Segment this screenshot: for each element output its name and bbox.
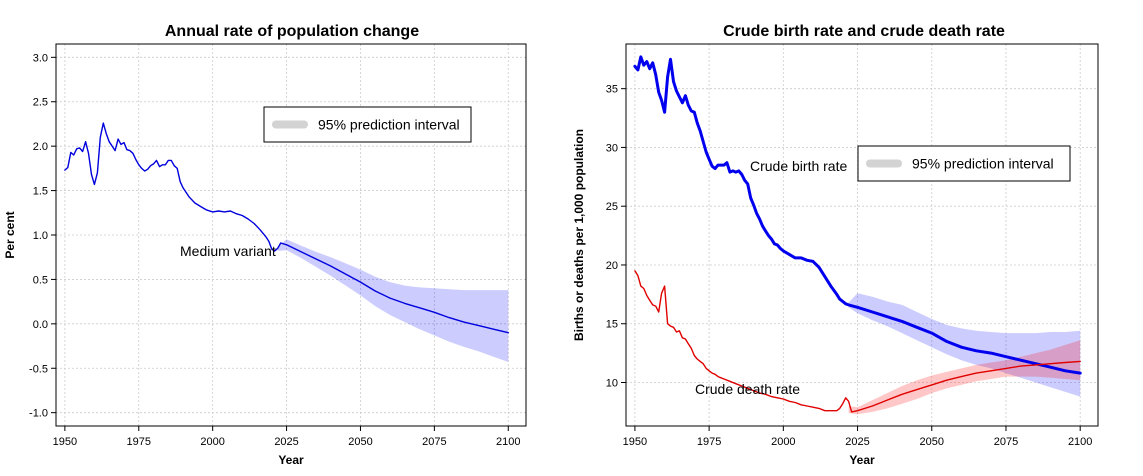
plot-frame [625,43,1099,427]
y-tick-label: 1.5 [33,186,48,198]
population-change-chart: 1950 1975 2000 2025 2050 2075 2100 -1.0 -0.5 0.0 0… [3,23,527,467]
annotation-label: Medium variant [180,243,276,259]
y-tick-label: 15 [606,319,618,331]
x-tick-label: 2000 [771,436,795,448]
chart-title: Annual rate of population change [165,23,419,40]
x-tick-label: 2050 [920,436,944,448]
legend-box [263,106,472,143]
series-line [634,270,1081,413]
legend-label: 95% prediction interval [912,156,1054,172]
y-tick-label: 2.5 [33,97,48,109]
prediction-interval-band [277,239,509,362]
y-tick-label: 2.0 [33,141,48,153]
birth-death-rate-chart: 1950 1975 2000 2025 2050 2075 2100101520253035… [572,23,1099,467]
y-tick-label: 20 [606,260,618,272]
chart-title: Crude birth rate and crude death rate [723,23,1005,40]
y-tick-label: 0.0 [33,319,48,331]
y-tick-label: -0.5 [29,363,48,375]
x-axis-label: Year [849,453,875,467]
y-tick-label: 0.5 [33,274,48,286]
series-line [64,122,509,334]
y-tick-label: 25 [606,201,618,213]
x-tick-label: 1950 [623,436,647,448]
legend-label: 95% prediction interval [318,117,460,133]
x-tick-label: 2050 [348,436,372,448]
y-axis-label: Per cent [3,211,17,258]
series-line [633,55,1082,375]
legend: 95% prediction interval [263,106,472,143]
y-tick-label: 10 [606,378,618,390]
y-tick-label: 1.0 [33,230,48,242]
y-tick-label: 30 [606,142,618,154]
x-tick-label: 1950 [53,436,77,448]
x-axis-label: Year [278,453,304,467]
x-tick-label: 2075 [994,436,1018,448]
prediction-interval-band [848,293,1081,397]
plot-frame [55,43,527,427]
x-tick-label: 2100 [496,436,520,448]
x-tick-label: 2025 [274,436,298,448]
x-tick-label: 1975 [127,436,151,448]
x-tick-label: 1975 [697,436,721,448]
y-axis-label: Births or deaths per 1,000 population [572,129,586,341]
y-tick-label: 3.0 [33,52,48,64]
x-tick-label: 2025 [845,436,869,448]
annotation-label: Crude death rate [695,381,800,397]
x-tick-label: 2000 [200,436,224,448]
annotation-label: Crude birth rate [750,158,847,174]
x-tick-label: 2100 [1068,436,1092,448]
y-tick-label: 35 [606,84,618,96]
legend: 95% prediction interval [857,145,1071,182]
prediction-interval-band [848,340,1081,415]
x-tick-label: 2075 [422,436,446,448]
y-tick-label: -1.0 [29,408,48,420]
